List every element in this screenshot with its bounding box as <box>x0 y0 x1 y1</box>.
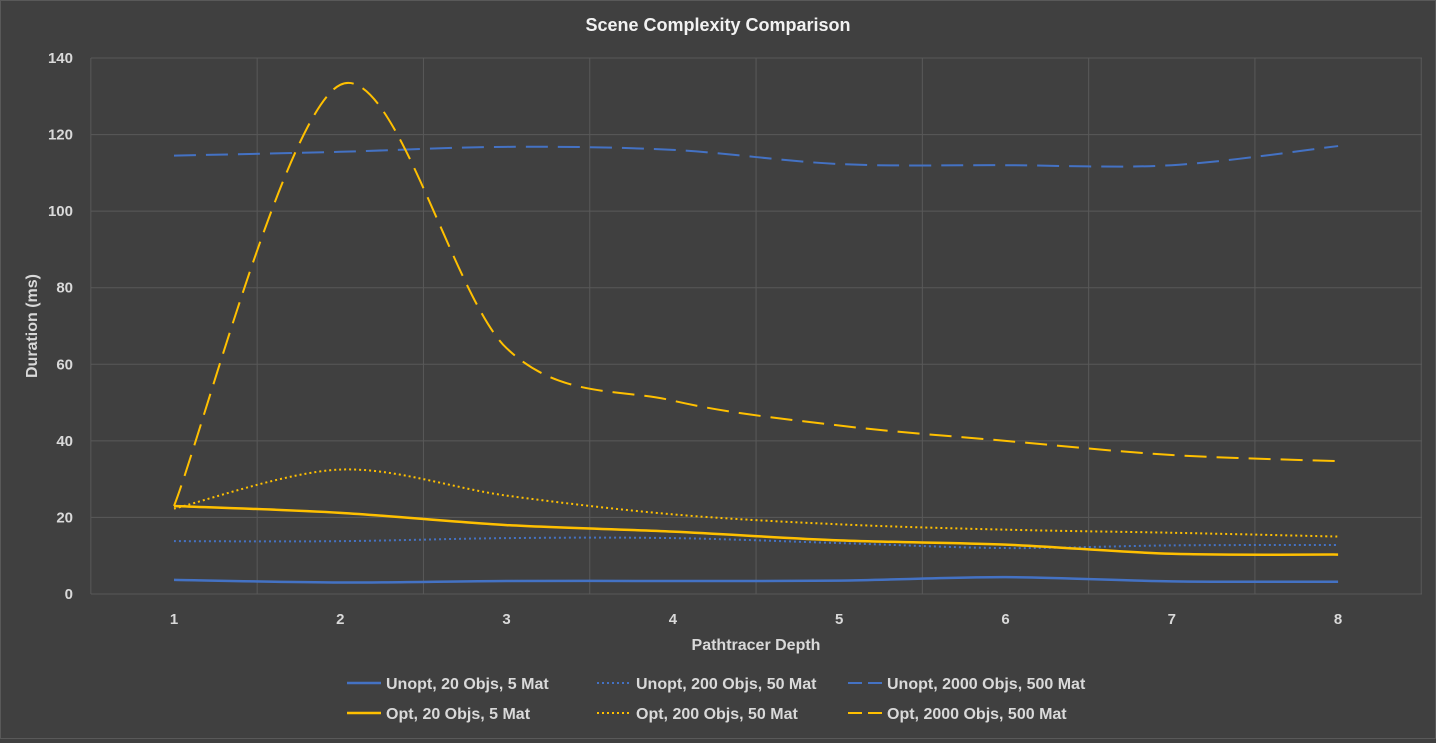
legend-item-4: Opt, 200 Objs, 50 Mat <box>597 706 799 723</box>
legend-item-0: Unopt, 20 Objs, 5 Mat <box>347 676 549 693</box>
legend-label: Opt, 20 Objs, 5 Mat <box>386 706 531 723</box>
series-line-3 <box>173 504 1339 556</box>
legend-item-1: Unopt, 200 Objs, 50 Mat <box>597 676 817 693</box>
y-tick-label: 80 <box>56 280 73 297</box>
chart-title: Scene Complexity Comparison <box>585 15 850 35</box>
legend-item-2: Unopt, 2000 Objs, 500 Mat <box>848 676 1086 693</box>
legend-label: Unopt, 2000 Objs, 500 Mat <box>887 676 1086 693</box>
x-tick-label: 7 <box>1168 611 1176 628</box>
y-tick-label: 140 <box>48 50 73 67</box>
series-line-5 <box>173 81 1339 507</box>
legend-item-5: Opt, 2000 Objs, 500 Mat <box>848 706 1067 723</box>
series-line-0 <box>173 575 1339 584</box>
series-line-4 <box>173 468 1339 538</box>
x-tick-label: 2 <box>336 611 344 628</box>
y-tick-label: 120 <box>48 127 73 144</box>
legend: Unopt, 20 Objs, 5 Mat Unopt, 200 Objs, 50… <box>347 676 1086 723</box>
legend-item-3: Opt, 20 Objs, 5 Mat <box>347 706 531 723</box>
series-line-1 <box>173 536 1339 550</box>
x-tick-label: 4 <box>669 611 678 628</box>
legend-label: Unopt, 20 Objs, 5 Mat <box>386 676 549 693</box>
y-tick-label: 60 <box>56 356 73 373</box>
y-tick-label: 40 <box>56 433 73 450</box>
legend-label: Opt, 2000 Objs, 500 Mat <box>887 706 1067 723</box>
y-tick-label: 0 <box>65 586 73 603</box>
series-lines <box>173 81 1339 584</box>
series-line-2 <box>173 145 1339 168</box>
y-axis-title: Duration (ms) <box>24 274 41 378</box>
x-axis-ticks: 1 2 3 4 5 6 7 8 <box>170 611 1342 628</box>
y-axis-ticks: 0 20 40 60 80 100 120 140 <box>48 50 73 603</box>
x-tick-label: 6 <box>1001 611 1009 628</box>
x-tick-label: 1 <box>170 611 178 628</box>
x-axis-title: Pathtracer Depth <box>692 637 821 654</box>
x-tick-label: 5 <box>835 611 843 628</box>
y-tick-label: 20 <box>56 509 73 526</box>
x-tick-label: 8 <box>1334 611 1342 628</box>
legend-label: Unopt, 200 Objs, 50 Mat <box>636 676 817 693</box>
x-tick-label: 3 <box>502 611 510 628</box>
gridlines <box>90 57 1422 595</box>
y-tick-label: 100 <box>48 203 73 220</box>
legend-label: Opt, 200 Objs, 50 Mat <box>636 706 799 723</box>
